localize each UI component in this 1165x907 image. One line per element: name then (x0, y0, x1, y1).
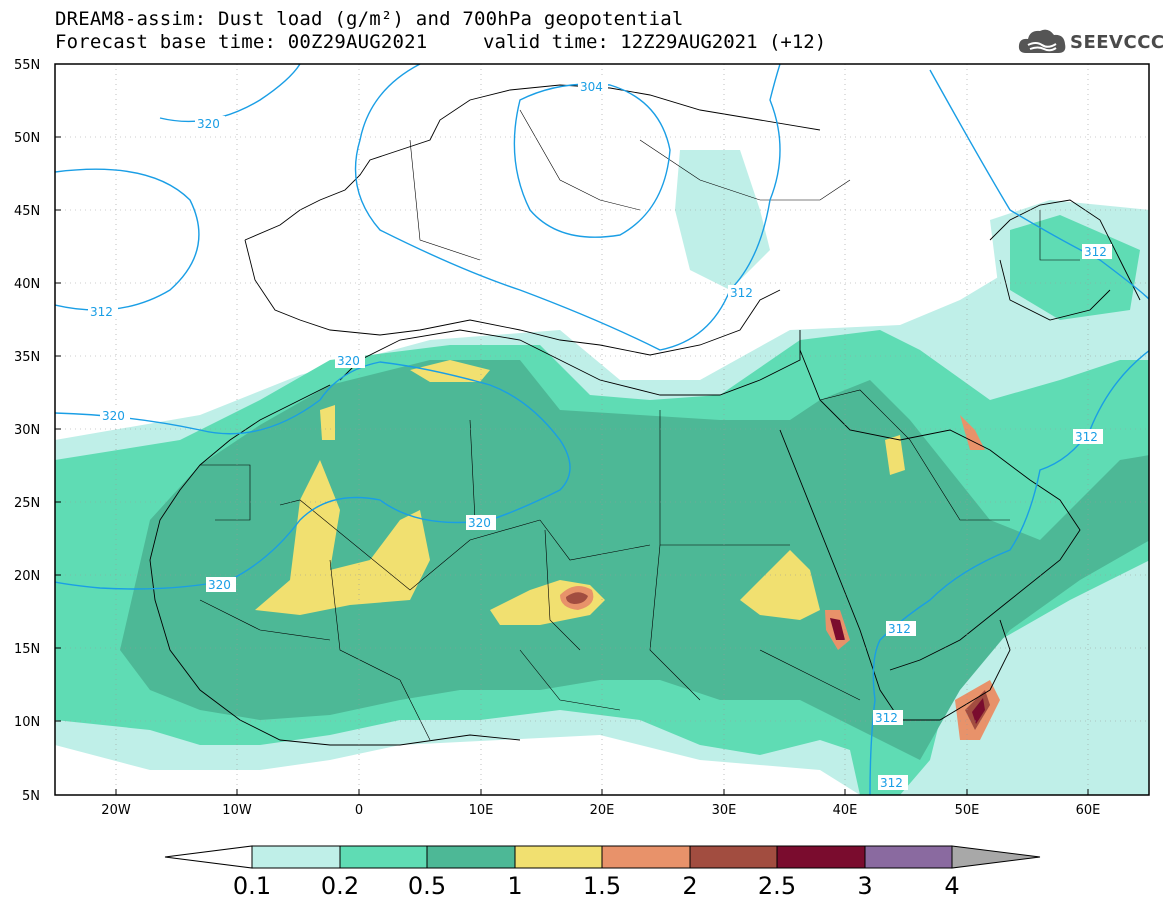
cloud-icon (1018, 29, 1066, 53)
colorbar-label: 3 (857, 872, 873, 900)
contour-label: 320 (208, 578, 231, 592)
country-borders (199, 109, 1080, 741)
lon-tick-label: 30E (712, 803, 737, 818)
coastlines (149, 84, 1141, 746)
lat-tick-label: 10N (14, 715, 40, 730)
lat-tick-label: 50N (14, 131, 40, 146)
dust-band-1 (255, 460, 430, 615)
dust-band-2-5 (830, 618, 845, 640)
contour-label: 312 (90, 305, 113, 319)
dust-band-1-f (320, 405, 335, 440)
lon-tick-label: 0 (355, 803, 363, 818)
colorbar-bin (251, 845, 341, 869)
map-title: DREAM8-assim: Dust load (g/m²) and 700hP… (55, 8, 684, 30)
colorbar (164, 845, 1041, 869)
dust-band-2-5-b (972, 698, 985, 724)
lon-tick-label: 10W (222, 803, 252, 818)
dust-field (55, 64, 1149, 795)
colorbar-label: 1 (507, 872, 523, 900)
colorbar-label: 4 (944, 872, 960, 900)
colorbar-label: 0.5 (407, 872, 447, 900)
colorbar-bin (689, 845, 778, 869)
colorbar-bin (776, 845, 866, 869)
lat-tick-label: 15N (14, 642, 40, 657)
lat-tick-label: 5N (22, 789, 40, 804)
contour-label: 312 (888, 622, 911, 636)
colorbar-label: 0.1 (232, 872, 272, 900)
dust-band-0-2-caspian (1010, 215, 1140, 320)
contour-label: 312 (730, 286, 753, 300)
colorbar-label: 2.5 (757, 872, 797, 900)
seevccc-logo: SEEVCCC (1018, 25, 1164, 59)
contour-312-east (929, 69, 1149, 301)
lat-tick-label: 25N (14, 496, 40, 511)
lon-tick-label: 50E (955, 803, 980, 818)
lat-tick-label: 40N (14, 277, 40, 292)
lat-tick-label: 35N (14, 350, 40, 365)
contour-label: 312 (1075, 430, 1098, 444)
dust-band-1-5-d (960, 415, 985, 450)
contour-312-main (354, 64, 781, 351)
dust-band-2 (566, 592, 588, 604)
lat-tick-label: 55N (14, 58, 40, 73)
lat-tick-label: 30N (14, 423, 40, 438)
colorbar-bin (864, 845, 953, 869)
lat-tick-label: 45N (14, 204, 40, 219)
lat-axis: 55N 50N 45N 40N 35N 30N 25N 20N 15N 10N … (14, 58, 61, 804)
dust-band-1-d (740, 550, 820, 620)
colorbar-bin (601, 845, 691, 869)
contour-label: 320 (102, 409, 125, 423)
dust-band-0-1-north (675, 150, 770, 290)
contour-label-group: 320 304 312 312 320 320 320 320 312 312 … (88, 79, 1112, 790)
colorbar-label: 2 (682, 872, 698, 900)
logo-text: SEEVCCC (1070, 32, 1165, 53)
lon-tick-label: 20W (101, 803, 131, 818)
colorbar-bin (426, 845, 516, 869)
contour-label: 320 (337, 354, 360, 368)
colorbar-below-arrow (164, 845, 253, 869)
lon-axis: 20W 10W 0 10E 20E 30E 40E 50E 60E (101, 789, 1100, 818)
colorbar-bin (339, 845, 428, 869)
contour-label: 320 (197, 117, 220, 131)
lon-tick-label: 40E (833, 803, 858, 818)
contour-320-north (159, 64, 301, 123)
contour-label: 312 (875, 711, 898, 725)
dust-band-1-b (410, 360, 490, 382)
dust-band-1-e (885, 435, 905, 475)
contour-label: 304 (580, 80, 603, 94)
colorbar-label: 0.2 (320, 872, 360, 900)
forecast-base-time: Forecast base time: 00Z29AUG2021 (55, 31, 428, 53)
lon-tick-label: 10E (469, 803, 494, 818)
contour-label: 312 (1084, 245, 1107, 259)
lon-tick-label: 60E (1076, 803, 1101, 818)
lon-tick-label: 20E (590, 803, 615, 818)
contour-label: 320 (468, 516, 491, 530)
lat-tick-label: 20N (14, 569, 40, 584)
colorbar-bin (514, 845, 603, 869)
valid-time: valid time: 12Z29AUG2021 (+12) (483, 31, 827, 53)
contour-label: 312 (880, 776, 903, 790)
colorbar-above-arrow (951, 845, 1041, 869)
colorbar-label: 1.5 (582, 872, 622, 900)
